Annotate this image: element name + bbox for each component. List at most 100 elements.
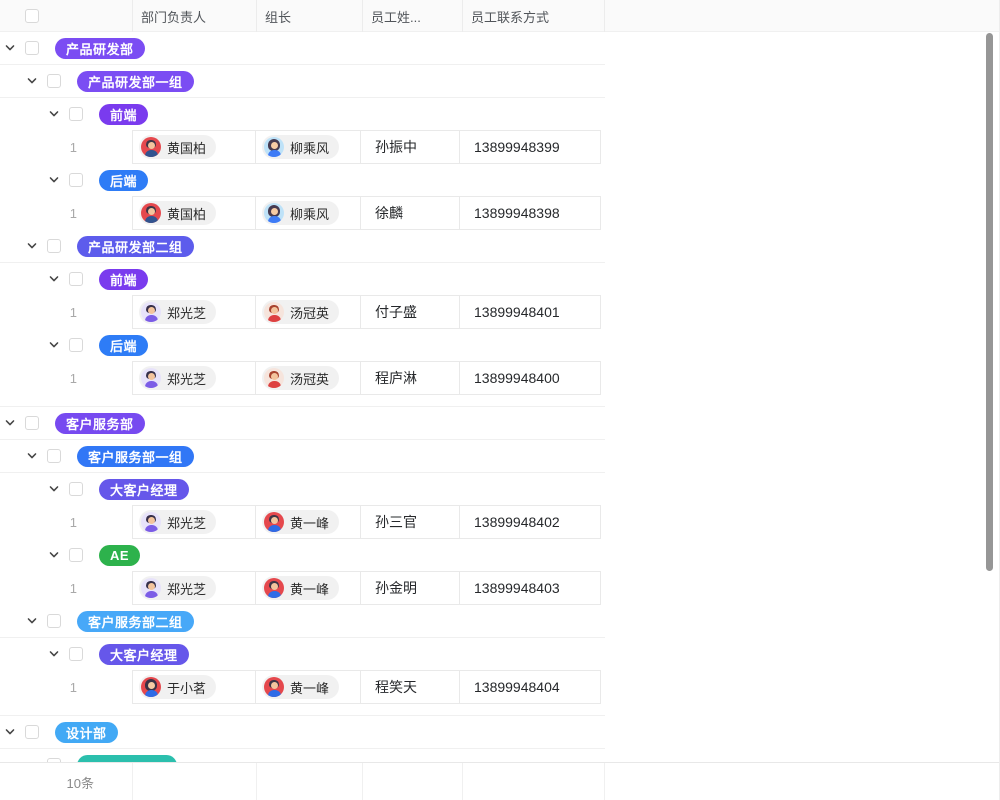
column-header-dept-head[interactable]: 部门负责人: [133, 0, 257, 32]
tag-pill[interactable]: [77, 754, 177, 762]
tag-pill[interactable]: 大客户经理: [99, 643, 189, 665]
group-row[interactable]: 大客户经理: [0, 638, 605, 671]
row-checkbox[interactable]: [47, 449, 61, 463]
group-row[interactable]: 前端: [0, 263, 605, 296]
chevron-down-icon[interactable]: [4, 42, 16, 54]
employee-phone-cell[interactable]: 13899948402: [459, 505, 601, 539]
tag-pill[interactable]: 前端: [99, 268, 149, 290]
group-row[interactable]: 客户服务部: [0, 407, 605, 440]
row-checkbox[interactable]: [47, 74, 61, 88]
group-row[interactable]: 后端: [0, 329, 605, 362]
group-row[interactable]: 后端: [0, 164, 605, 197]
leader-cell[interactable]: 柳乘风: [255, 196, 361, 230]
person-chip[interactable]: 于小茗: [139, 675, 217, 699]
employee-name-cell[interactable]: 徐麟: [360, 196, 460, 230]
group-row[interactable]: 客户服务部二组: [0, 605, 605, 638]
tag-pill[interactable]: 产品研发部一组: [77, 70, 194, 92]
vertical-scrollbar-thumb[interactable]: [986, 33, 993, 571]
row-checkbox[interactable]: [47, 614, 61, 628]
row-checkbox[interactable]: [69, 482, 83, 496]
chevron-down-icon[interactable]: [48, 273, 60, 285]
dept-head-cell[interactable]: 郑光芝: [132, 571, 256, 605]
tag-pill[interactable]: 产品研发部二组: [77, 235, 194, 257]
dept-head-cell[interactable]: 郑光芝: [132, 505, 256, 539]
person-chip[interactable]: 郑光芝: [139, 300, 217, 324]
row-checkbox[interactable]: [69, 107, 83, 121]
dept-head-cell[interactable]: 黄国柏: [132, 130, 256, 164]
column-header-leader[interactable]: 组长: [257, 0, 363, 32]
chevron-down-icon[interactable]: [48, 339, 60, 351]
chevron-down-icon[interactable]: [48, 174, 60, 186]
tag-pill[interactable]: 客户服务部二组: [77, 610, 194, 632]
employee-phone-cell[interactable]: 13899948401: [459, 295, 601, 329]
chevron-down-icon[interactable]: [26, 450, 38, 462]
group-row[interactable]: 前端: [0, 98, 605, 131]
tag-pill[interactable]: 后端: [99, 169, 149, 191]
employee-phone-cell[interactable]: 13899948399: [459, 130, 601, 164]
row-checkbox[interactable]: [25, 416, 39, 430]
leader-cell[interactable]: 柳乘风: [255, 130, 361, 164]
chevron-down-icon[interactable]: [48, 108, 60, 120]
chevron-down-icon[interactable]: [26, 615, 38, 627]
dept-head-cell[interactable]: 于小茗: [132, 670, 256, 704]
employee-name-cell[interactable]: 孙振中: [360, 130, 460, 164]
chevron-down-icon[interactable]: [4, 726, 16, 738]
group-row[interactable]: 产品研发部二组: [0, 230, 605, 263]
employee-name-cell[interactable]: 程庐淋: [360, 361, 460, 395]
group-row[interactable]: 客户服务部一组: [0, 440, 605, 473]
group-row[interactable]: AE: [0, 539, 605, 572]
chevron-down-icon[interactable]: [48, 483, 60, 495]
tag-pill[interactable]: 客户服务部一组: [77, 445, 194, 467]
tag-pill[interactable]: 产品研发部: [55, 37, 145, 59]
person-chip[interactable]: 黄一峰: [262, 576, 340, 600]
person-chip[interactable]: 郑光芝: [139, 366, 217, 390]
column-header-emp-phone[interactable]: 员工联系方式: [463, 0, 605, 32]
employee-name-cell[interactable]: 孙金明: [360, 571, 460, 605]
group-row[interactable]: 大客户经理: [0, 473, 605, 506]
row-checkbox[interactable]: [69, 647, 83, 661]
group-row[interactable]: 设计部: [0, 716, 605, 749]
tag-pill[interactable]: 后端: [99, 334, 149, 356]
leader-cell[interactable]: 黄一峰: [255, 670, 361, 704]
chevron-down-icon[interactable]: [26, 240, 38, 252]
person-chip[interactable]: 郑光芝: [139, 510, 217, 534]
row-checkbox[interactable]: [47, 758, 61, 762]
person-chip[interactable]: 郑光芝: [139, 576, 217, 600]
leader-cell[interactable]: 黄一峰: [255, 571, 361, 605]
row-checkbox[interactable]: [69, 173, 83, 187]
employee-phone-cell[interactable]: 13899948398: [459, 196, 601, 230]
row-checkbox[interactable]: [25, 725, 39, 739]
tag-pill[interactable]: AE: [99, 544, 141, 566]
tag-pill[interactable]: 大客户经理: [99, 478, 189, 500]
group-row[interactable]: [0, 749, 605, 762]
person-chip[interactable]: 黄一峰: [262, 675, 340, 699]
person-chip[interactable]: 黄国柏: [139, 135, 217, 159]
person-chip[interactable]: 黄一峰: [262, 510, 340, 534]
leader-cell[interactable]: 汤冠英: [255, 295, 361, 329]
dept-head-cell[interactable]: 郑光芝: [132, 361, 256, 395]
dept-head-cell[interactable]: 黄国柏: [132, 196, 256, 230]
employee-phone-cell[interactable]: 13899948403: [459, 571, 601, 605]
row-checkbox[interactable]: [69, 272, 83, 286]
employee-name-cell[interactable]: 程笑天: [360, 670, 460, 704]
row-checkbox[interactable]: [69, 548, 83, 562]
leader-cell[interactable]: 汤冠英: [255, 361, 361, 395]
tag-pill[interactable]: 设计部: [55, 721, 118, 743]
person-chip[interactable]: 黄国柏: [139, 201, 217, 225]
column-header-emp-name[interactable]: 员工姓...: [363, 0, 463, 32]
row-checkbox[interactable]: [25, 41, 39, 55]
person-chip[interactable]: 柳乘风: [262, 201, 340, 225]
group-row[interactable]: 产品研发部: [0, 32, 605, 65]
person-chip[interactable]: 柳乘风: [262, 135, 340, 159]
chevron-down-icon[interactable]: [26, 75, 38, 87]
row-checkbox[interactable]: [69, 338, 83, 352]
tag-pill[interactable]: 前端: [99, 103, 149, 125]
person-chip[interactable]: 汤冠英: [262, 366, 340, 390]
person-chip[interactable]: 汤冠英: [262, 300, 340, 324]
chevron-down-icon[interactable]: [48, 549, 60, 561]
chevron-down-icon[interactable]: [48, 648, 60, 660]
employee-phone-cell[interactable]: 13899948404: [459, 670, 601, 704]
group-row[interactable]: 产品研发部一组: [0, 65, 605, 98]
dept-head-cell[interactable]: 郑光芝: [132, 295, 256, 329]
employee-name-cell[interactable]: 付子盛: [360, 295, 460, 329]
